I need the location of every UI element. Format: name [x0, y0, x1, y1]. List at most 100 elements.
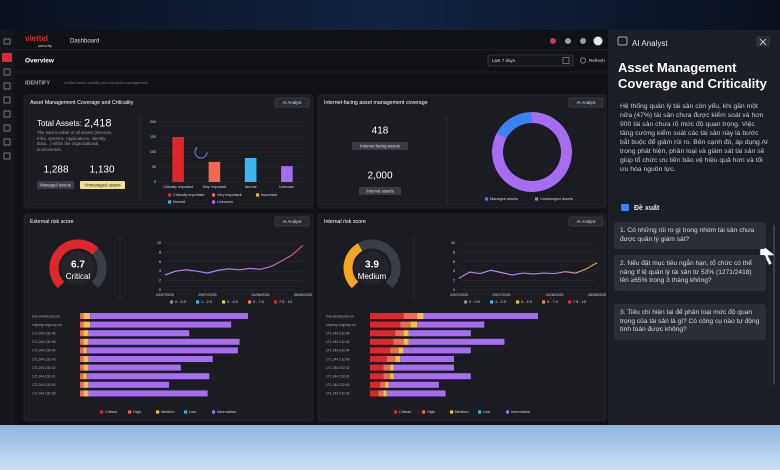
avatar[interactable]: [593, 36, 603, 46]
ai-button[interactable]: [568, 216, 604, 227]
bar-segment: [385, 381, 389, 388]
y-tick-label: 6: [159, 260, 161, 264]
range-select[interactable]: [487, 54, 574, 67]
legend-label: 0 - 0.9: [175, 300, 186, 304]
legend-label: High: [133, 410, 141, 414]
total-label: Total Assets:: [37, 119, 82, 128]
y-tick-label: 200: [150, 120, 156, 124]
bar-segment: [80, 321, 84, 328]
bar-segment: [403, 338, 409, 345]
nav-icon[interactable]: [3, 110, 11, 118]
bar-segment: [86, 347, 238, 354]
bar-segment: [86, 373, 210, 380]
nav-icon[interactable]: [3, 152, 11, 160]
total-value: 2,418: [84, 117, 112, 129]
bar: [172, 137, 184, 182]
legend-label: Information: [511, 410, 530, 414]
ai-button[interactable]: [568, 97, 604, 108]
nav-icon[interactable]: [3, 38, 11, 45]
y-tick-label: 10: [451, 241, 455, 245]
lang-icon[interactable]: [550, 38, 556, 44]
legend-swatch: [516, 300, 520, 304]
card-title: External risk score: [30, 219, 74, 225]
card: [23, 94, 314, 209]
gauge-inner: [355, 251, 389, 285]
bar-segment: [83, 356, 89, 363]
bar-segment: [383, 364, 391, 371]
nav-icon[interactable]: [3, 82, 11, 90]
range-label: Last 7 days: [492, 58, 516, 63]
legend-label: Medium: [161, 410, 175, 414]
ai-button-label[interactable]: AI Analyst: [282, 219, 302, 224]
gauge-score: 6.7: [71, 260, 85, 271]
ai-button-label[interactable]: AI Analyst: [576, 219, 596, 224]
section-desc: Unified asset visibility and exposure ma…: [64, 81, 148, 85]
bar-segment: [80, 330, 84, 337]
suggestion[interactable]: 3. Tiêu chí hiện tại để phân loại mức độ…: [614, 304, 766, 340]
bar-segment: [370, 321, 401, 328]
help-icon[interactable]: [565, 38, 571, 44]
bar-segment: [83, 347, 87, 354]
refresh[interactable]: Refresh: [589, 58, 605, 63]
bell-icon[interactable]: [580, 38, 586, 44]
row-label: 171.244.232.39: [32, 392, 56, 396]
row-label: 171.244.232.46: [32, 332, 56, 336]
bar-segment: [410, 321, 418, 328]
y-tick-label: 0: [159, 288, 161, 292]
legend-swatch: [170, 300, 174, 304]
stat-value: 1,130: [89, 165, 114, 176]
suggestion[interactable]: 1. Có những rủi ro gì trong nhóm tài sản…: [614, 222, 766, 250]
bar-segment: [400, 321, 411, 328]
legend-label: Low: [189, 410, 196, 414]
ai-button-label[interactable]: AI Analyst: [576, 100, 596, 105]
legend-swatch: [156, 410, 160, 414]
legend-label: Critical: [105, 410, 117, 414]
row-label: hub.viettelcyber.vn: [32, 314, 60, 318]
x-tick-label: Critically important: [163, 185, 193, 189]
legend-swatch: [464, 300, 468, 304]
nav-icon[interactable]: [3, 124, 11, 132]
row-label: 171.244.232.44: [326, 349, 350, 353]
refresh-icon[interactable]: [580, 57, 586, 64]
nav-icon[interactable]: [3, 68, 11, 76]
bar-segment: [83, 321, 91, 328]
bar-segment: [80, 373, 84, 380]
legend-swatch: [168, 200, 172, 204]
legend-label: Medium: [455, 410, 469, 414]
legend-swatch: [100, 410, 104, 414]
x-tick-label: 23/07/2025: [450, 293, 468, 297]
x-tick-label: Unknown: [279, 185, 294, 189]
row-label: hub.viettelcyber.vn: [326, 314, 354, 318]
top-backdrop: [0, 0, 780, 30]
suggestion[interactable]: 2. Nếu đặt mục tiêu ngắn hạn, tổ chức có…: [614, 255, 766, 291]
nav-icon[interactable]: [3, 96, 11, 104]
bar-segment: [370, 364, 384, 371]
bar-segment: [80, 313, 84, 320]
nav-icon[interactable]: [3, 138, 11, 146]
legend-label: 5 - 7.4: [253, 300, 264, 304]
row-label: 171.244.232.39: [326, 392, 350, 396]
ai-button[interactable]: [274, 216, 310, 227]
legend-swatch: [490, 300, 494, 304]
legend-label: 5 - 7.4: [547, 300, 558, 304]
bar-segment: [83, 330, 89, 337]
overview: Overview: [25, 58, 55, 65]
row-label: 171.244.232.43: [326, 357, 350, 361]
ai-button-label[interactable]: AI Analyst: [282, 100, 302, 105]
suggest-icon: [621, 204, 629, 211]
legend-label: Low: [483, 410, 490, 414]
page-title: Dashboard: [70, 39, 99, 45]
legend-swatch: [128, 410, 132, 414]
bar-segment: [393, 373, 471, 380]
y-tick-label: 50: [152, 165, 156, 169]
ai-button[interactable]: [274, 97, 310, 108]
stat-label: Managed assets: [40, 182, 71, 187]
row-label: 171.244.232.40: [326, 383, 350, 387]
ai-header: AI Analyst: [632, 39, 668, 48]
bar-segment: [370, 373, 384, 380]
bar-segment: [80, 347, 84, 354]
legend-label: Critically important: [173, 193, 205, 197]
nav-icon-active[interactable]: [2, 53, 12, 62]
stat-badge: [80, 181, 125, 189]
